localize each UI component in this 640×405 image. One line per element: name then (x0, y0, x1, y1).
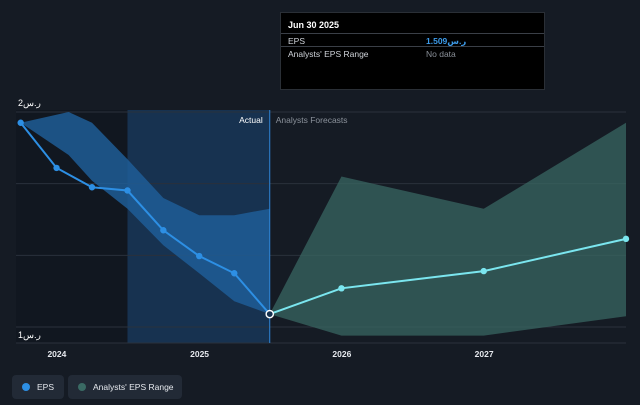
legend-analysts-eps-range[interactable]: Analysts' EPS Range (68, 375, 182, 399)
forecast-point[interactable] (338, 285, 345, 292)
eps-point[interactable] (195, 252, 203, 260)
tooltip-range-label: Analysts' EPS Range (288, 49, 369, 59)
past-eps-range-band (20, 112, 270, 315)
eps-point[interactable] (231, 270, 238, 277)
eps-point[interactable] (124, 187, 131, 194)
tooltip-eps-label: EPS (288, 36, 306, 46)
tooltip-date: Jun 30 2025 (288, 20, 340, 30)
tooltip-eps-row: EPS ر.س1.509 (281, 33, 544, 46)
eps-point[interactable] (53, 164, 60, 172)
x-tick-label: 2027 (475, 349, 494, 359)
eps-point[interactable] (160, 227, 167, 234)
tooltip-range-row: Analysts' EPS Range No data (281, 46, 544, 59)
eps-point[interactable] (17, 119, 24, 126)
eps-line (19, 122, 271, 315)
y-axis-label-top: ر.س2 (18, 98, 41, 109)
actual-label: Actual (239, 115, 263, 125)
legend-range-icon (78, 383, 86, 391)
legend-eps[interactable]: EPS (12, 375, 64, 399)
legend-range-label: Analysts' EPS Range (93, 382, 174, 392)
eps-point[interactable] (265, 309, 275, 319)
forecast-point[interactable] (622, 235, 630, 243)
forecast-point[interactable] (480, 267, 487, 275)
legend-eps-label: EPS (37, 382, 55, 392)
tooltip-range-value: No data (426, 49, 456, 59)
y-axis-label-bottom: ر.س1 (18, 330, 41, 341)
forecast-line (269, 237, 627, 316)
forecast-label: Analysts Forecasts (276, 115, 348, 125)
x-tick-label: 2026 (332, 349, 351, 359)
x-tick-label: 2025 (190, 349, 209, 359)
tooltip: Jun 30 2025 EPS ر.س1.509 Analysts' EPS R… (280, 12, 545, 90)
eps-point[interactable] (88, 184, 96, 191)
legend-eps-icon (22, 383, 30, 391)
x-tick-label: 2024 (47, 349, 66, 359)
forecast-eps-range-band (269, 122, 626, 336)
tooltip-eps-value: ر.س1.509 (426, 36, 467, 46)
